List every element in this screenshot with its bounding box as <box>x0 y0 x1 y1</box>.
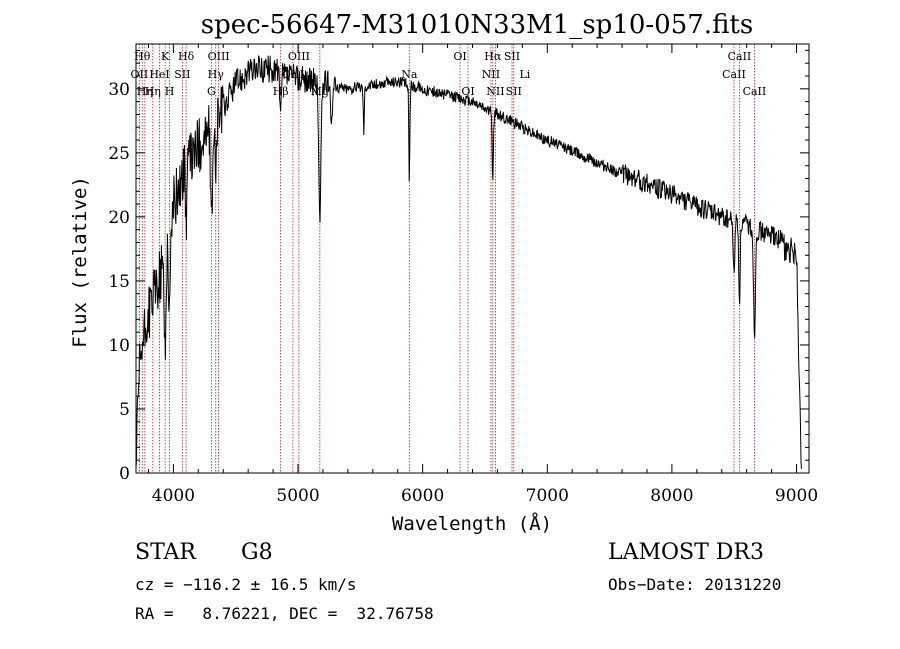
line-marker-label: OIII <box>288 50 310 63</box>
line-marker-label: NII <box>486 85 504 98</box>
line-marker-label: Hη <box>137 85 153 98</box>
line-marker-labels: OIIHθHηHηHeIKHSIIHδGHγOIIIHβOIIIOIIIMgNa… <box>131 50 767 98</box>
line-marker-label: G <box>207 85 216 98</box>
line-marker-label: SII <box>504 50 520 63</box>
line-marker-label: H <box>165 85 175 98</box>
line-marker-label: Hδ <box>178 50 195 63</box>
line-marker-label: HeI <box>149 68 169 81</box>
line-marker-label: OI <box>461 85 474 98</box>
line-marker-label: CaII <box>728 50 752 63</box>
line-markers <box>138 44 755 473</box>
line-marker-label: OII <box>131 68 149 81</box>
line-marker-label: Hα <box>484 50 502 63</box>
line-marker-label: OI <box>453 50 466 63</box>
line-marker-label: NII <box>482 68 500 81</box>
ra-dec: RA = 8.76221, DEC = 32.76758 <box>135 604 434 623</box>
y-tick-label: 10 <box>108 336 130 356</box>
survey-name: LAMOST DR3 <box>608 540 764 565</box>
x-tick-label: 5000 <box>276 486 319 506</box>
line-marker-label: Li <box>519 68 530 81</box>
x-axis-label: Wavelength (Å) <box>392 512 552 535</box>
line-marker-label: Na <box>401 68 418 81</box>
y-tick-label: 15 <box>108 272 130 292</box>
line-marker-label: CaII <box>722 68 746 81</box>
line-marker-label: OIII <box>208 50 230 63</box>
line-marker-label: Hη <box>145 85 161 98</box>
y-tick-label: 25 <box>108 144 130 164</box>
redshift-cz: cz = −116.2 ± 16.5 km/s <box>135 575 357 594</box>
line-marker-label: K <box>161 50 170 63</box>
plot-frame <box>135 43 810 474</box>
obs-date: Obs−Date: 20131220 <box>608 575 781 594</box>
line-marker-label: Hθ <box>134 50 151 63</box>
object-class: STAR <box>135 540 197 565</box>
spectrum-line <box>135 55 802 469</box>
line-marker-label: Hγ <box>208 68 225 81</box>
y-axis-ticks: 0 5 10 15 20 25 30 <box>108 49 809 484</box>
line-marker-label: Hβ <box>273 85 289 98</box>
y-tick-label: 0 <box>119 464 130 484</box>
y-tick-label: 5 <box>119 400 130 420</box>
x-tick-label: 6000 <box>401 486 444 506</box>
line-marker-label: CaII <box>743 85 767 98</box>
y-axis-label: Flux (relative) <box>69 176 91 348</box>
y-tick-label: 20 <box>108 208 130 228</box>
x-tick-label: 9000 <box>775 486 818 506</box>
line-marker-label: SII <box>506 85 522 98</box>
chart-title: spec-56647-M31010N33M1_sp10-057.fits <box>201 10 753 40</box>
x-axis-ticks: 4000 5000 6000 7000 8000 9000 <box>147 44 818 506</box>
line-marker-label: SII <box>174 68 190 81</box>
x-tick-label: 7000 <box>526 486 569 506</box>
y-tick-label: 30 <box>108 80 130 100</box>
x-tick-label: 4000 <box>152 486 195 506</box>
object-subclass: G8 <box>241 540 273 565</box>
x-tick-label: 8000 <box>650 486 693 506</box>
